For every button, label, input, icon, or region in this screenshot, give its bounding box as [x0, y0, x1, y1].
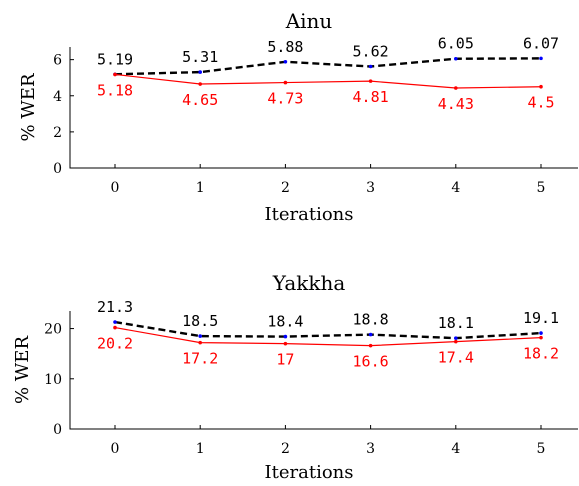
data-label: 17.2 [182, 350, 218, 368]
data-label: 21.3 [97, 298, 133, 316]
data-label: 4.81 [353, 88, 389, 106]
data-point [113, 325, 117, 330]
data-label: 5.31 [182, 48, 218, 66]
data-label: 6.05 [438, 35, 474, 53]
data-label: 17 [276, 351, 294, 369]
x-tick-label: 4 [451, 180, 460, 196]
y-axis-label: % WER [12, 336, 33, 404]
x-axis-label: Iterations [265, 462, 354, 483]
x-tick-label: 0 [111, 441, 120, 457]
data-label: 17.4 [438, 349, 474, 367]
chart-title: Ainu [285, 9, 333, 33]
x-tick-label: 3 [366, 441, 375, 457]
x-tick-label: 5 [537, 180, 546, 196]
axes [69, 311, 578, 430]
data-point [283, 341, 288, 346]
data-label: 5.18 [97, 81, 133, 99]
data-point [198, 334, 202, 338]
x-axis-label: Iterations [265, 204, 354, 225]
chart-yakkha: Yakkha % WER Iterations 0 1 2 3 4 5 0 10 20 21.3 1… [12, 271, 578, 483]
data-point [368, 332, 373, 337]
data-point [198, 82, 202, 86]
x-tick-label: 2 [281, 180, 290, 196]
data-label: 5.62 [353, 43, 389, 61]
data-label: 18.5 [182, 312, 218, 330]
data-point [283, 334, 288, 339]
axes [69, 47, 578, 169]
data-point [454, 86, 458, 90]
data-point [368, 64, 373, 69]
data-point [198, 340, 202, 345]
x-tick-label: 1 [196, 441, 205, 457]
data-label: 18.2 [523, 345, 559, 363]
data-label: 19.1 [523, 309, 559, 327]
y-tick-label: 2 [53, 125, 62, 141]
data-label: 5.19 [97, 50, 133, 68]
data-label: 18.4 [267, 313, 303, 331]
data-label: 18.1 [438, 314, 474, 332]
y-tick-label: 20 [44, 322, 62, 338]
data-point [283, 60, 288, 64]
data-label: 5.88 [267, 38, 303, 56]
x-tick-label: 0 [111, 180, 120, 196]
x-tick-label: 3 [366, 180, 375, 196]
data-point [539, 335, 543, 340]
series-line-solid [114, 326, 542, 347]
data-point [539, 331, 543, 335]
data-label: 16.6 [353, 353, 389, 371]
series-line-dashed [114, 57, 542, 76]
y-tick-label: 0 [53, 161, 62, 177]
data-label: 18.8 [353, 311, 389, 329]
y-axis-label: % WER [18, 73, 39, 141]
data-point [454, 339, 458, 344]
data-point [113, 72, 117, 77]
chart-title: Yakkha [272, 271, 346, 295]
y-tick-label: 6 [53, 53, 62, 69]
data-label: 20.2 [97, 335, 133, 353]
data-point [368, 343, 373, 348]
y-tick-label: 10 [44, 372, 62, 388]
data-label: 4.65 [182, 91, 218, 109]
data-point [198, 70, 202, 74]
series-line-solid [114, 73, 542, 89]
data-label: 4.43 [438, 95, 474, 113]
series-line-dashed [114, 320, 542, 340]
data-point [454, 56, 458, 61]
chart-ainu: Ainu % WER Iterations 0 1 2 3 4 5 0 2 4 6 5.19 5.31… [18, 9, 578, 225]
data-point [283, 80, 288, 85]
data-label: 4.73 [267, 90, 303, 108]
data-label: 4.5 [527, 94, 554, 112]
data-point [113, 320, 117, 324]
x-tick-label: 4 [451, 441, 460, 457]
data-point [368, 79, 373, 83]
data-point [454, 336, 458, 340]
x-tick-label: 2 [281, 441, 290, 457]
y-tick-label: 4 [53, 89, 62, 105]
y-tick-label: 0 [53, 422, 62, 438]
x-tick-label: 5 [537, 441, 546, 457]
x-tick-label: 1 [196, 180, 205, 196]
data-point [539, 84, 543, 89]
data-label: 6.07 [523, 34, 559, 52]
data-point [539, 56, 543, 61]
